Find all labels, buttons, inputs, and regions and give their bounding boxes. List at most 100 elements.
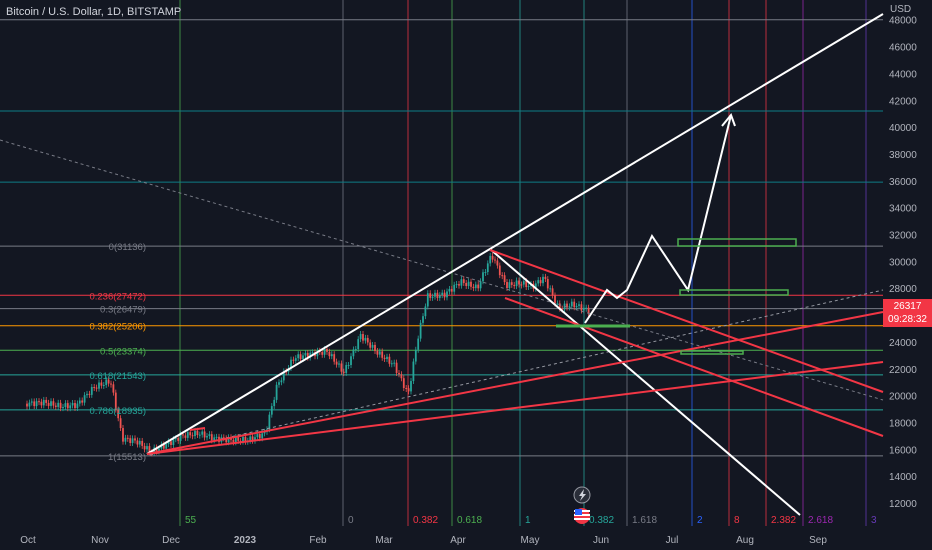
candle-body xyxy=(88,393,91,395)
candle-body xyxy=(194,430,196,437)
candle-body xyxy=(575,305,578,308)
candle-body xyxy=(206,436,208,438)
candle-body xyxy=(323,349,326,355)
candle-body xyxy=(453,284,456,292)
candle-body xyxy=(398,372,400,375)
candle-body xyxy=(102,385,105,387)
candle-body xyxy=(177,438,180,441)
candle-body xyxy=(242,436,244,442)
fib-time-label: 0.382 xyxy=(413,515,438,526)
chart-title: Bitcoin / U.S. Dollar, 1D, BITSTAMP xyxy=(6,6,182,18)
candle-body xyxy=(352,349,355,357)
candle-body xyxy=(462,279,465,283)
x-tick-label: Jul xyxy=(666,535,679,546)
candle-body xyxy=(210,434,213,441)
candle-body xyxy=(506,282,508,289)
y-tick-label: 42000 xyxy=(889,96,917,107)
candle-body xyxy=(525,281,528,288)
y-tick-label: 38000 xyxy=(889,150,917,161)
x-tick-label: Nov xyxy=(91,535,109,546)
candle-body xyxy=(78,400,81,404)
candle-body xyxy=(417,338,420,350)
target-box xyxy=(680,350,744,355)
candle-body xyxy=(251,436,254,441)
x-tick-label: Mar xyxy=(375,535,393,546)
candle-body xyxy=(59,402,62,409)
candle-body xyxy=(546,279,549,289)
candle-body xyxy=(470,281,472,287)
candle-body xyxy=(503,275,506,283)
time-axis[interactable]: Oct Nov Dec 2023 Feb Mar Apr May Jun Jul Aug Sep xyxy=(20,535,827,546)
candle-body xyxy=(568,306,571,308)
y-tick-label: 28000 xyxy=(889,284,917,295)
white-channel-trendline xyxy=(489,248,801,516)
dashed-trendline xyxy=(149,289,884,456)
candle-body xyxy=(33,401,36,407)
candle-body xyxy=(124,437,127,442)
candle-body xyxy=(119,418,122,429)
candle-body xyxy=(302,355,304,360)
candle-body xyxy=(179,434,182,441)
candle-body xyxy=(364,337,367,341)
candle-body xyxy=(93,387,96,389)
fib-level-label: 0.3(26479) xyxy=(100,305,146,316)
candle-body xyxy=(158,448,160,452)
candle-body xyxy=(26,403,28,407)
y-tick-label: 20000 xyxy=(889,392,917,403)
fib-time-label: 1.618 xyxy=(632,515,657,526)
candle-body xyxy=(191,435,194,437)
candle-body xyxy=(64,403,67,407)
candle-body xyxy=(30,401,33,403)
candle-body xyxy=(186,432,189,438)
y-tick-label: 24000 xyxy=(889,338,917,349)
fib-time-label: 0.618 xyxy=(457,515,482,526)
candle-body xyxy=(117,409,120,419)
candle-body xyxy=(455,284,458,286)
candle-body xyxy=(198,434,201,436)
target-box xyxy=(677,238,797,247)
candle-body xyxy=(446,291,448,298)
candle-body xyxy=(50,401,52,406)
x-tick-label: Sep xyxy=(809,535,827,546)
candle-body xyxy=(371,344,374,348)
candle-body xyxy=(107,379,110,384)
trendline-drawings[interactable] xyxy=(0,13,884,516)
candle-body xyxy=(508,282,511,289)
candle-body xyxy=(40,401,43,406)
us-flag-icon[interactable] xyxy=(574,508,590,524)
candle-body xyxy=(573,301,576,308)
target-boxes[interactable] xyxy=(677,238,797,355)
candle-body xyxy=(566,303,568,308)
fib-time-label: 0 xyxy=(348,515,354,526)
candle-body xyxy=(424,306,427,317)
y-tick-label: 18000 xyxy=(889,418,917,429)
candle-body xyxy=(350,356,352,366)
candle-body xyxy=(539,280,542,284)
candle-body xyxy=(443,292,446,298)
projection-arrowhead xyxy=(721,113,736,127)
candle-body xyxy=(438,295,441,298)
candle-body xyxy=(402,378,405,389)
candle-body xyxy=(189,432,192,436)
lightning-icon[interactable] xyxy=(573,486,591,504)
candle-body xyxy=(254,437,256,441)
candle-body xyxy=(76,403,79,409)
candle-body xyxy=(143,445,146,450)
candle-body xyxy=(311,352,314,354)
candle-body xyxy=(165,444,168,449)
candle-body xyxy=(585,307,588,309)
candle-body xyxy=(474,284,477,289)
candle-body xyxy=(275,384,278,400)
x-tick-label: Feb xyxy=(309,535,327,546)
candle-body xyxy=(261,433,264,439)
candle-body xyxy=(410,381,412,392)
target-box xyxy=(679,289,789,296)
candle-body xyxy=(570,301,573,307)
white-support-trendline xyxy=(146,13,884,455)
candle-body xyxy=(263,431,266,434)
fib-time-label: 2 xyxy=(697,515,703,526)
red-segment xyxy=(189,427,206,431)
candle-body xyxy=(342,371,345,373)
candle-body xyxy=(294,358,297,361)
